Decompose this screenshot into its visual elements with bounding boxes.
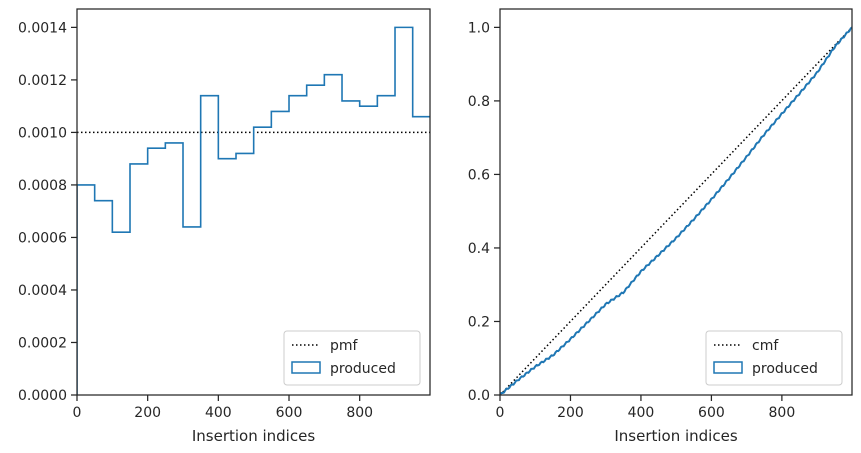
y-tick-label: 0.6	[468, 167, 490, 183]
histogram-bin-6	[165, 143, 183, 395]
x-tick-label: 0	[73, 405, 82, 421]
axes-frame	[76, 8, 431, 396]
y-tick-label: 0.0004	[18, 283, 67, 299]
histogram-bin-8	[201, 96, 219, 395]
legend-cmf-label: cmf	[752, 338, 779, 354]
y-tick-label: 0.4	[468, 241, 490, 257]
histogram-bin-5	[148, 148, 166, 395]
chart-panel-1: 0 200 400 600 800 0.0000 0.0002 0.0004 0.0006 0.0…	[18, 8, 431, 445]
legend: pmf produced	[283, 330, 421, 386]
legend-produced-swatch	[713, 361, 743, 374]
y-tick-label: 0.8	[468, 94, 490, 110]
y-tick-label: 0.0000	[18, 388, 67, 404]
legend: cmf produced	[705, 330, 843, 386]
plot-area	[77, 26, 430, 395]
legend-box	[283, 330, 421, 386]
y-tick-label: 0.2	[468, 314, 490, 330]
x-axis-label: Insertion indices	[192, 427, 315, 445]
y-tick-label: 1.0	[468, 20, 490, 36]
legend-produced-label: produced	[752, 361, 818, 377]
y-tick-label: 0.0014	[18, 20, 67, 36]
histogram-bin-3	[112, 232, 130, 395]
y-tick-label: 0.0008	[18, 178, 67, 194]
x-tick-label: 800	[769, 405, 796, 421]
y-tick-label: 0.0012	[18, 73, 67, 89]
chart-panel-2: 0 200 400 600 800 0.0 0.2 0.4 0.6 0.8 1.0 Insertion…	[468, 8, 853, 445]
histogram-bin-1	[77, 185, 95, 395]
x-tick-label: 0	[496, 405, 505, 421]
y-tick-label: 0.0002	[18, 335, 67, 351]
y-tick-label: 0.0010	[18, 125, 67, 141]
x-axis-label: Insertion indices	[614, 427, 737, 445]
legend-produced-swatch	[291, 361, 321, 374]
x-tick-label: 800	[346, 405, 373, 421]
x-tick-label: 400	[205, 405, 232, 421]
histogram-bin-4	[130, 164, 148, 395]
histogram-bin-10	[236, 153, 254, 395]
legend-pmf-label: pmf	[330, 338, 359, 354]
legend-produced-label: produced	[330, 361, 396, 377]
histogram-bin-7	[183, 227, 201, 395]
x-tick-label: 600	[698, 405, 725, 421]
x-tick-label: 200	[134, 405, 161, 421]
series-cmf-line	[500, 26, 852, 395]
x-tick-label: 600	[276, 405, 303, 421]
x-tick-label: 400	[628, 405, 655, 421]
y-tick-label: 0.0006	[18, 230, 67, 246]
histogram-bin-2	[95, 201, 113, 395]
series-produced-step	[77, 26, 430, 395]
legend-box	[705, 330, 843, 386]
x-tick-label: 200	[557, 405, 584, 421]
axes-frame	[499, 8, 853, 396]
y-tick-label: 0.0	[468, 388, 490, 404]
histogram-bin-9	[218, 159, 236, 395]
series-produced-cumulative	[500, 26, 852, 395]
histogram-bin-11	[254, 127, 272, 395]
